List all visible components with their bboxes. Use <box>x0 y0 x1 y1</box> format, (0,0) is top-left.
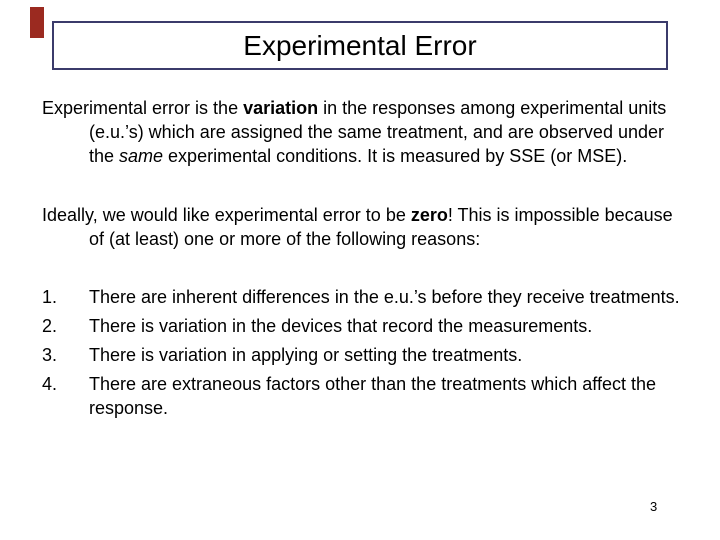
reasons-list: 1. There are inherent differences in the… <box>42 285 692 420</box>
reason-text: There are extraneous factors other than … <box>89 374 656 418</box>
red-corner-marker <box>30 7 44 38</box>
page-number: 3 <box>650 499 658 514</box>
reason-number: 3. <box>42 345 58 365</box>
para2-bold-zero: zero <box>410 205 448 225</box>
para1-italic-same: same <box>119 146 164 166</box>
reason-item-4: 4. There are extraneous factors other th… <box>42 372 692 420</box>
reason-number: 4. <box>42 374 58 394</box>
slide-body: Experimental error is the variation in t… <box>42 96 692 425</box>
reason-number: 2. <box>42 316 58 336</box>
para1-text-pre: Experimental error is the <box>42 98 244 118</box>
reason-number: 1. <box>42 287 58 307</box>
para1-bold-variation: variation <box>243 98 319 118</box>
paragraph-experimental-error-definition: Experimental error is the variation in t… <box>42 96 692 168</box>
reason-item-3: 3. There is variation in applying or set… <box>42 343 692 367</box>
reason-text: There is variation in applying or settin… <box>89 345 523 365</box>
para2-text-pre: Ideally, we would like experimental erro… <box>42 205 411 225</box>
reason-item-1: 1. There are inherent differences in the… <box>42 285 692 309</box>
slide-title: Experimental Error <box>243 29 477 61</box>
paragraph-ideally-zero: Ideally, we would like experimental erro… <box>42 203 692 251</box>
reason-item-2: 2. There is variation in the devices tha… <box>42 314 692 338</box>
title-box: Experimental Error <box>52 21 668 70</box>
para2-text-post: ! This is impossible because of (at leas… <box>89 205 673 249</box>
reason-text: There are inherent differences in the e.… <box>89 287 680 307</box>
para1-text-mid: in the responses among experimental unit… <box>89 98 667 166</box>
reason-text: There is variation in the devices that r… <box>89 316 593 336</box>
para1-text-post: experimental conditions. It is measured … <box>163 146 628 166</box>
